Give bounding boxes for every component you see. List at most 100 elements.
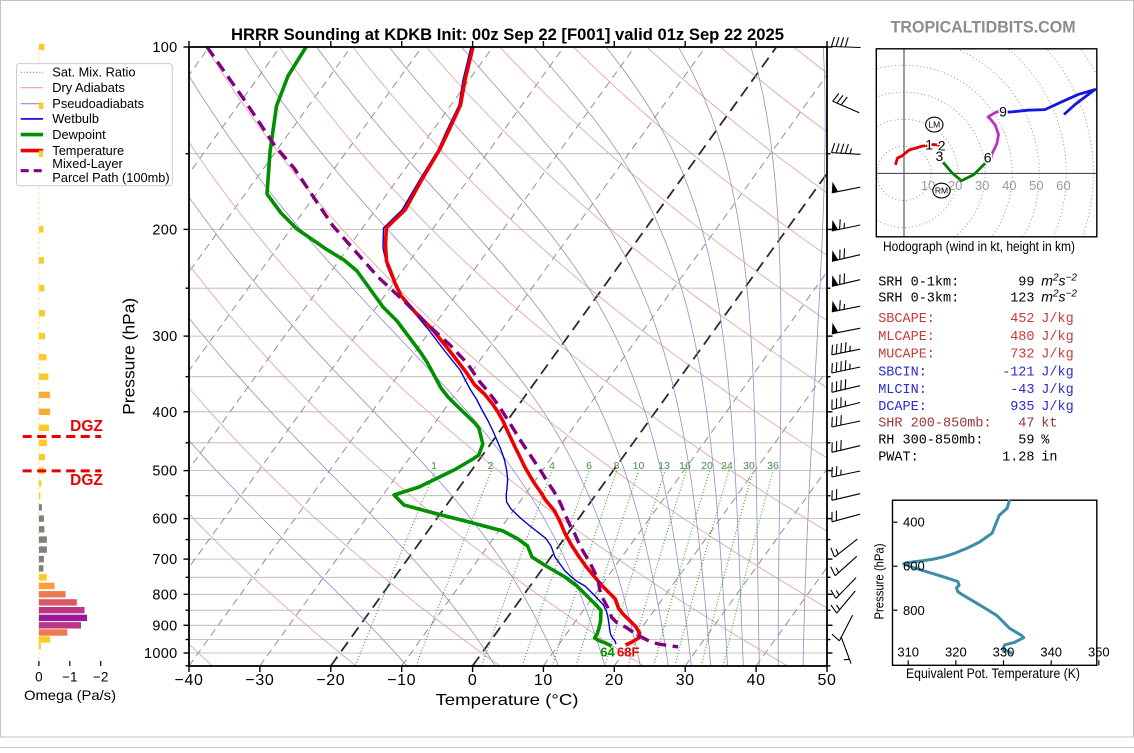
svg-text:−10: −10 <box>387 672 416 689</box>
svg-text:in: in <box>1041 450 1057 465</box>
svg-text:1: 1 <box>431 460 437 472</box>
svg-text:6: 6 <box>984 150 992 166</box>
svg-text:J/kg: J/kg <box>1041 365 1073 380</box>
svg-text:30: 30 <box>975 178 989 193</box>
svg-text:99: 99 <box>1018 275 1034 290</box>
svg-text:J/kg: J/kg <box>1041 348 1073 363</box>
svg-text:MLCIN:: MLCIN: <box>878 383 927 398</box>
svg-text:Wetbulb: Wetbulb <box>52 111 99 126</box>
svg-text:10: 10 <box>633 460 645 472</box>
svg-text:600: 600 <box>152 512 177 528</box>
svg-text:DGZ: DGZ <box>70 472 103 489</box>
svg-text:6: 6 <box>586 460 592 472</box>
svg-text:732: 732 <box>1010 348 1034 363</box>
svg-text:47: 47 <box>1018 417 1034 432</box>
svg-text:13: 13 <box>658 460 670 472</box>
svg-text:68F: 68F <box>617 645 639 660</box>
svg-text:MUCAPE:: MUCAPE: <box>878 348 935 363</box>
svg-text:935: 935 <box>1010 400 1034 415</box>
svg-text:123: 123 <box>1010 291 1034 306</box>
svg-text:20: 20 <box>605 672 624 689</box>
svg-text:Dry Adiabats: Dry Adiabats <box>52 80 125 95</box>
svg-text:−20: −20 <box>316 672 345 689</box>
svg-text:Pseudoadiabats: Pseudoadiabats <box>52 96 144 111</box>
svg-text:0: 0 <box>35 670 43 685</box>
svg-text:0: 0 <box>468 672 478 689</box>
svg-text:700: 700 <box>152 552 177 568</box>
svg-text:800: 800 <box>152 587 177 603</box>
svg-text:24: 24 <box>721 460 733 472</box>
svg-text:16: 16 <box>679 460 691 472</box>
svg-text:500: 500 <box>152 464 177 480</box>
svg-text:LM: LM <box>928 120 940 130</box>
svg-text:2: 2 <box>488 460 494 472</box>
svg-text:Equivalent Pot. Temperature (K: Equivalent Pot. Temperature (K) <box>906 665 1080 681</box>
svg-text:Pressure (hPa): Pressure (hPa) <box>873 544 887 620</box>
svg-text:30: 30 <box>676 672 695 689</box>
svg-text:−1: −1 <box>62 670 77 685</box>
svg-text:Temperature (°C): Temperature (°C) <box>436 692 579 709</box>
svg-text:200: 200 <box>152 222 177 238</box>
svg-text:320: 320 <box>945 644 967 659</box>
svg-text:40: 40 <box>747 672 766 689</box>
svg-text:20: 20 <box>701 460 713 472</box>
svg-text:59: 59 <box>1018 433 1034 448</box>
svg-text:100: 100 <box>152 40 177 56</box>
svg-text:Dewpoint: Dewpoint <box>52 127 106 142</box>
svg-text:Parcel Path (100mb): Parcel Path (100mb) <box>52 170 169 185</box>
svg-text:−30: −30 <box>245 672 274 689</box>
svg-text:900: 900 <box>152 618 177 634</box>
svg-text:Mixed-Layer: Mixed-Layer <box>52 156 123 171</box>
svg-text:RH 300-850mb:: RH 300-850mb: <box>878 433 983 448</box>
svg-text:50: 50 <box>1029 178 1043 193</box>
svg-text:300: 300 <box>152 329 177 345</box>
svg-text:1000: 1000 <box>144 646 177 662</box>
svg-text:3: 3 <box>936 148 944 164</box>
svg-text:600: 600 <box>903 559 925 574</box>
svg-text:J/kg: J/kg <box>1041 312 1073 327</box>
svg-text:800: 800 <box>903 603 925 618</box>
svg-text:−2: −2 <box>93 670 108 685</box>
svg-text:SRH 0-1km:: SRH 0-1km: <box>878 275 959 290</box>
svg-text:64: 64 <box>600 645 615 660</box>
svg-text:PWAT:: PWAT: <box>878 450 919 465</box>
svg-text:Omega (Pa/s): Omega (Pa/s) <box>24 687 116 703</box>
svg-text:MLCAPE:: MLCAPE: <box>878 330 935 345</box>
svg-text:330: 330 <box>993 644 1015 659</box>
svg-text:400: 400 <box>903 515 925 530</box>
svg-text:RM: RM <box>935 186 948 196</box>
svg-text:10: 10 <box>534 672 553 689</box>
svg-text:36: 36 <box>767 460 779 472</box>
svg-text:J/kg: J/kg <box>1041 383 1073 398</box>
svg-text:-121: -121 <box>1002 365 1034 380</box>
svg-text:1.28: 1.28 <box>1002 450 1034 465</box>
svg-text:DCAPE:: DCAPE: <box>878 400 927 415</box>
svg-text:340: 340 <box>1040 644 1062 659</box>
svg-text:SBCAPE:: SBCAPE: <box>878 312 935 327</box>
svg-text:−40: −40 <box>175 672 204 689</box>
svg-text:%: % <box>1041 433 1050 448</box>
svg-text:40: 40 <box>1002 178 1016 193</box>
svg-text:HRRR Sounding at KDKB Init: 00: HRRR Sounding at KDKB Init: 00z Sep 22 [… <box>231 26 784 44</box>
svg-text:1: 1 <box>925 137 933 153</box>
svg-text:452: 452 <box>1010 312 1034 327</box>
svg-text:8: 8 <box>614 460 620 472</box>
svg-text:480: 480 <box>1010 330 1034 345</box>
svg-text:DGZ: DGZ <box>70 418 103 435</box>
svg-text:Hodograph (wind in kt, height: Hodograph (wind in kt, height in km) <box>883 239 1075 254</box>
svg-text:Sat. Mix. Ratio: Sat. Mix. Ratio <box>52 65 135 80</box>
svg-text:SRH 0-3km:: SRH 0-3km: <box>878 291 959 306</box>
svg-text:kt: kt <box>1041 417 1057 432</box>
svg-text:310: 310 <box>897 644 919 659</box>
svg-text:4: 4 <box>549 460 555 472</box>
svg-text:30: 30 <box>743 460 755 472</box>
svg-text:J/kg: J/kg <box>1041 400 1073 415</box>
svg-text:-43: -43 <box>1010 383 1034 398</box>
svg-text:Pressure (hPa): Pressure (hPa) <box>121 298 139 415</box>
svg-text:400: 400 <box>152 405 177 421</box>
svg-text:9: 9 <box>999 104 1007 120</box>
svg-text:J/kg: J/kg <box>1041 330 1073 345</box>
svg-text:50: 50 <box>818 672 837 689</box>
svg-text:350: 350 <box>1088 644 1110 659</box>
svg-text:SHR 200-850mb:: SHR 200-850mb: <box>878 417 991 432</box>
